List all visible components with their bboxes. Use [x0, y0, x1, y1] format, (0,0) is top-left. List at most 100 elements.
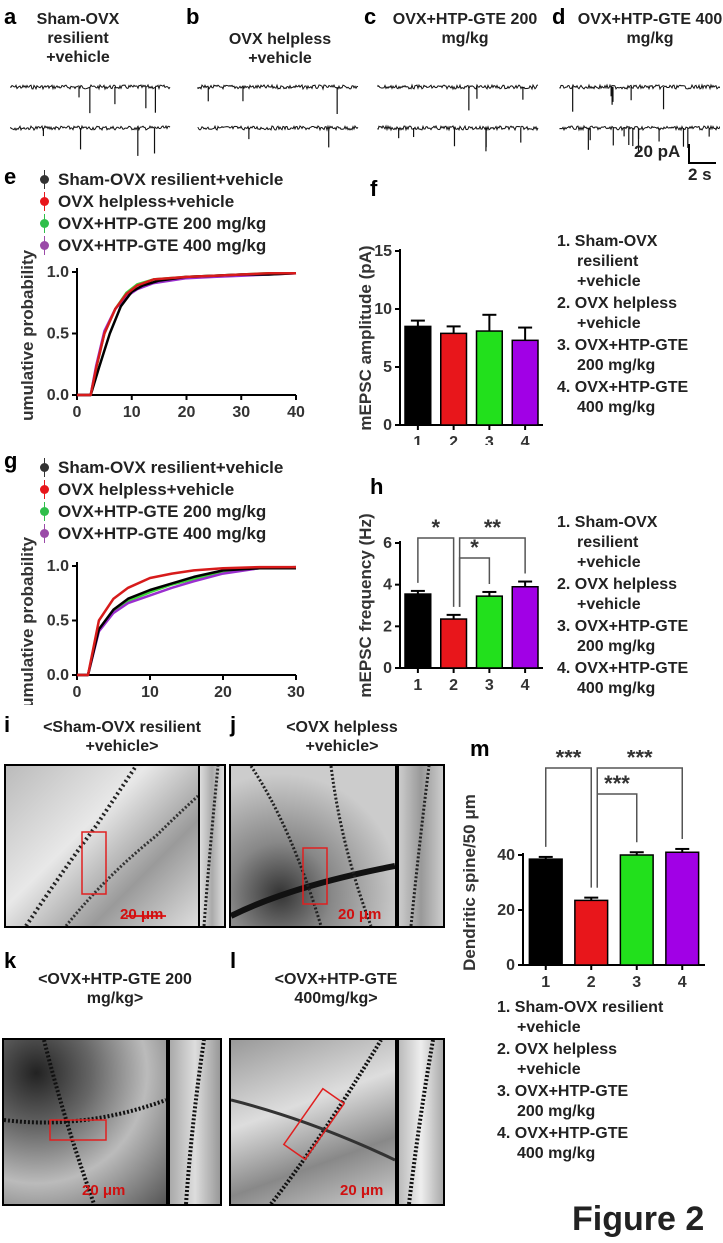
micrograph-l-zoom — [397, 1038, 445, 1206]
panel-k-title: <OVX+HTP-GTE 200 mg/kg> — [38, 971, 192, 1007]
significance-label: * — [431, 515, 440, 540]
legend-item: OVX+HTP-GTE 200 mg/kg — [40, 212, 283, 234]
panel-label-c: c — [364, 4, 377, 29]
group-key-m: 1. Sham-OVX resilient +vehicle 2. OVX help… — [497, 998, 721, 1166]
x-tick-label: 0 — [73, 684, 82, 701]
scale-label-k: 20 μm — [82, 1182, 126, 1199]
x-tick-label: 10 — [123, 404, 141, 420]
x-tick-label: 1 — [413, 434, 422, 445]
x-tick-label: 30 — [287, 684, 305, 701]
mepsc-traces — [10, 83, 720, 156]
bar — [404, 593, 432, 669]
x-tick-label: 3 — [632, 974, 641, 991]
y-tick-label: 20 — [497, 902, 515, 919]
trace-line — [197, 83, 359, 91]
x-tick-label: 1 — [413, 677, 422, 694]
key-item: 2. OVX helpless +vehicle — [557, 576, 678, 613]
y-tick-label: 4 — [383, 577, 392, 594]
y-tick-label: 0 — [506, 957, 515, 974]
significance-bracket — [596, 767, 683, 888]
panel-i-title: <Sham-OVX resilient +vehicle> — [43, 719, 201, 755]
bar — [619, 854, 654, 966]
bar — [475, 330, 503, 426]
key-item: 3. OVX+HTP-GTE 200 mg/kg — [557, 337, 689, 374]
figure-label: Figure 2 — [572, 1200, 705, 1238]
significance-label: *** — [627, 750, 653, 770]
series-line — [77, 271, 297, 397]
legend-item: OVX+HTP-GTE 200 mg/kg — [40, 500, 283, 522]
significance-label: * — [470, 535, 479, 560]
series-line — [77, 565, 297, 677]
legend-e: Sham-OVX resilient+vehicle OVX helpless+… — [40, 168, 283, 256]
key-item: 2. OVX helpless +vehicle — [497, 1041, 618, 1078]
panel-b-title: OVX helpless +vehicle — [228, 31, 332, 67]
panel-label-j: j — [230, 712, 237, 737]
y-tick-label: 5 — [383, 359, 392, 376]
key-item: 4. OVX+HTP-GTE 400 mg/kg — [557, 660, 689, 697]
micrograph-k — [2, 1038, 168, 1206]
x-tick-label: 4 — [678, 974, 687, 991]
trace-scale-y-label: 20 pA — [634, 142, 681, 161]
y-axis-label: Cumulative probability — [18, 536, 37, 705]
significance-label: *** — [556, 750, 582, 770]
panel-label-l: l — [230, 948, 237, 973]
y-tick-label: 0.5 — [47, 326, 69, 343]
legend-item: OVX+HTP-GTE 400 mg/kg — [40, 522, 283, 544]
y-axis-label: mEPSC frequency (Hz) — [356, 513, 375, 697]
x-tick-label: 10 — [141, 684, 159, 701]
y-tick-label: 15 — [374, 243, 392, 260]
bar — [665, 851, 700, 966]
panel-label-h: h — [370, 474, 384, 499]
panel-label-g: g — [4, 448, 18, 473]
panel-label-d: d — [552, 4, 566, 29]
y-tick-label: 0 — [383, 660, 392, 677]
y-tick-label: 0.0 — [47, 387, 69, 404]
x-tick-label: 20 — [178, 404, 196, 420]
key-item: 3. OVX+HTP-GTE 200 mg/kg — [497, 1083, 629, 1120]
trace-scale-x-label: 2 s — [688, 165, 712, 184]
x-tick-label: 0 — [73, 404, 82, 420]
key-item: 3. OVX+HTP-GTE 200 mg/kg — [557, 618, 689, 655]
panel-label-e: e — [4, 164, 17, 189]
trace-line — [559, 83, 720, 91]
legend-g: Sham-OVX resilient+vehicle OVX helpless+… — [40, 456, 283, 544]
micrograph-l — [229, 1038, 397, 1206]
scale-label-j: 20 μm — [338, 906, 382, 923]
bar — [511, 339, 539, 426]
y-axis-label: Dendritic spine/50 μm — [460, 794, 479, 971]
y-tick-label: 1.0 — [47, 558, 69, 575]
legend-item: OVX helpless+vehicle — [40, 190, 283, 212]
bar — [475, 595, 503, 669]
y-tick-label: 2 — [383, 618, 392, 635]
panel-label-b: b — [186, 4, 200, 29]
group-key-h: 1. Sham-OVX resilient +vehicle 2. OVX helpl… — [557, 513, 723, 701]
panel-j-title: <OVX helpless +vehicle> — [286, 719, 398, 755]
group-key-f: 1. Sham-OVX resilient +vehicle 2. OVX helpl… — [557, 232, 723, 420]
key-item: 4. OVX+HTP-GTE 400 mg/kg — [557, 379, 689, 416]
legend-item: Sham-OVX resilient+vehicle — [40, 456, 283, 478]
y-tick-label: 0.5 — [47, 613, 69, 630]
panel-label-i: i — [4, 712, 11, 737]
y-tick-label: 40 — [497, 847, 515, 864]
chart-g-cumulative-frequency: 0.00.51.00102030mEPSC frequency (Hz)Cumu… — [18, 536, 305, 705]
panel-label-f: f — [370, 176, 378, 201]
trace-scale-bar-x — [688, 162, 716, 164]
y-tick-label: 10 — [374, 301, 392, 318]
micrograph-j — [229, 764, 397, 928]
x-tick-label: 4 — [521, 434, 530, 445]
trace-line — [377, 124, 539, 132]
panel-label-k: k — [4, 948, 17, 973]
x-tick-label: 2 — [587, 974, 596, 991]
significance-bracket — [417, 537, 455, 607]
micrograph-k-zoom — [168, 1038, 222, 1206]
key-item: 2. OVX helpless +vehicle — [557, 295, 678, 332]
bar — [528, 858, 563, 966]
x-tick-label: 3 — [485, 677, 494, 694]
trace-line — [10, 124, 171, 132]
legend-item: OVX helpless+vehicle — [40, 478, 283, 500]
key-item: 4. OVX+HTP-GTE 400 mg/kg — [497, 1125, 629, 1162]
micrograph-i — [4, 764, 200, 928]
y-tick-label: 0.0 — [47, 667, 69, 684]
key-item: 1. Sham-OVX resilient +vehicle — [497, 999, 664, 1036]
legend-item: OVX+HTP-GTE 400 mg/kg — [40, 234, 283, 256]
